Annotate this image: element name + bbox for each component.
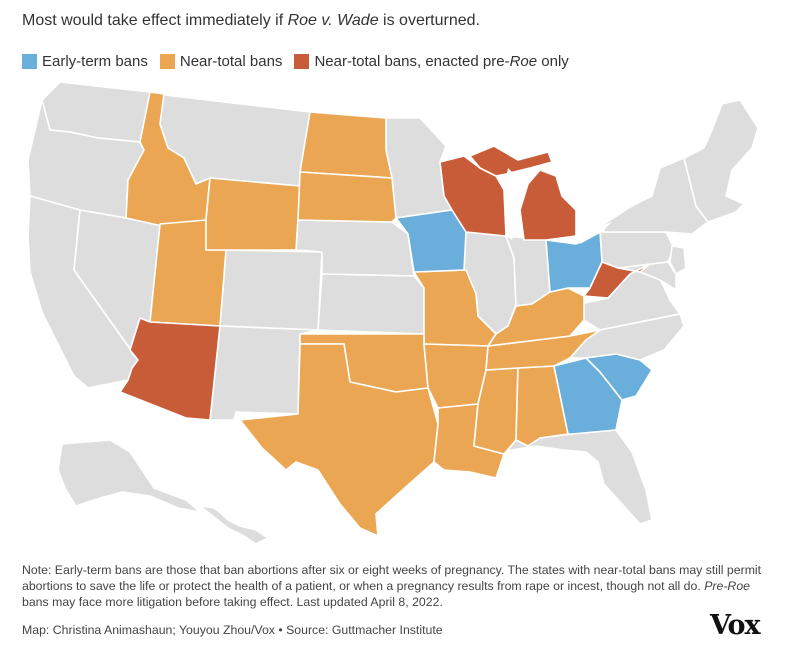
state-new-england	[683, 99, 759, 223]
state-wyoming	[205, 177, 301, 251]
state-arkansas	[423, 343, 489, 409]
near-total-ban-states	[125, 91, 601, 537]
us-abortion-ban-map	[27, 81, 759, 545]
legend-label-pre-roe: Near-total bans, enacted pre-Roe only	[314, 52, 569, 70]
map-title: Most would take effect immediately if Ro…	[22, 10, 782, 32]
state-new-jersey	[669, 245, 687, 275]
great-lakes	[504, 168, 612, 244]
legend-item-near-total: Near-total bans	[159, 52, 283, 70]
state-texas	[239, 343, 439, 537]
state-kansas	[317, 273, 425, 335]
legend-label-early-term: Early-term bans	[42, 52, 148, 70]
footnote-part2: bans may face more litigation before tak…	[22, 595, 443, 609]
lake-erie	[576, 222, 612, 244]
lake-michigan	[504, 168, 520, 240]
footnote: Note: Early-term bans are those that ban…	[22, 562, 774, 610]
legend-swatch-near-total	[159, 53, 175, 69]
state-michigan	[519, 169, 577, 241]
lake-huron	[562, 178, 590, 214]
footnote-part1: Note: Early-term bans are those that ban…	[22, 563, 762, 593]
vox-logo: Vox	[710, 610, 761, 641]
state-colorado	[219, 249, 323, 331]
legend-item-pre-roe: Near-total bans, enacted pre-Roe only	[294, 52, 569, 70]
early-term-ban-states	[395, 209, 653, 435]
base-land	[27, 81, 759, 545]
legend-item-early-term: Early-term bans	[22, 53, 148, 70]
state-north-dakota	[299, 111, 393, 179]
state-arizona	[119, 317, 221, 421]
state-hawaii	[199, 505, 269, 545]
state-new-mexico	[209, 325, 319, 421]
title-case-name: Roe v. Wade	[287, 12, 379, 29]
footnote-italic: Pre-Roe	[704, 579, 750, 593]
pre-roe-ban-states	[119, 145, 651, 421]
state-west-virginia	[583, 261, 651, 299]
legend: Early-term bans Near-total bans Near-tot…	[22, 50, 581, 72]
legend-label-near-total: Near-total bans	[179, 52, 283, 70]
state-south-carolina	[585, 353, 653, 401]
legend-swatch-early-term	[22, 53, 37, 69]
legend-swatch-pre-roe	[294, 53, 310, 69]
title-suffix: is overturned.	[378, 12, 480, 29]
state-south-dakota	[297, 171, 397, 223]
state-alaska	[57, 439, 201, 513]
state-michigan-upper-peninsula	[469, 145, 553, 177]
credit-line: Map: Christina Animashaun; Youyou Zhou/V…	[22, 623, 443, 637]
state-tennessee	[485, 329, 601, 371]
title-prefix: Most would take effect immediately if	[22, 12, 288, 29]
